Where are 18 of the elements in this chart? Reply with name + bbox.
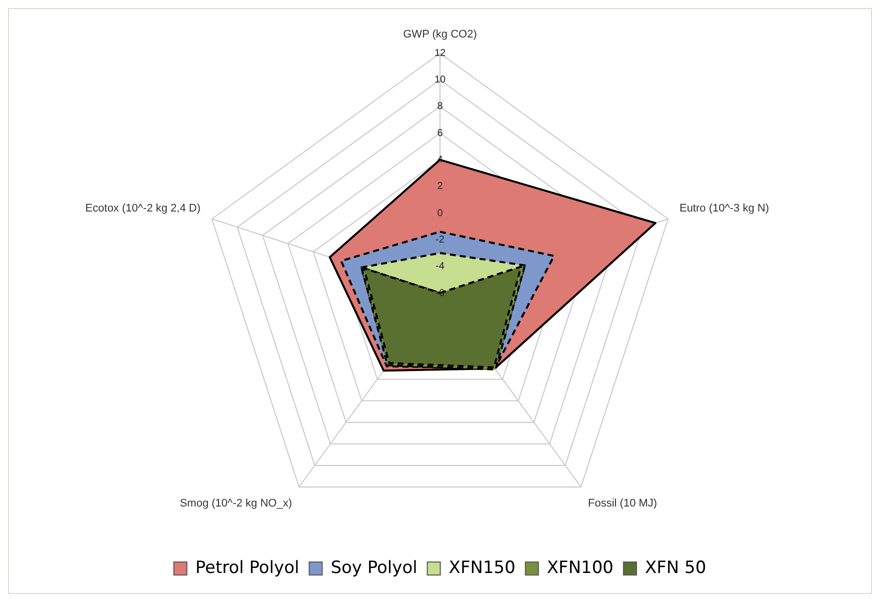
spoke-label: GWP (kg CO2) xyxy=(403,28,477,41)
spoke-label: Smog (10^-2 kg NO_x) xyxy=(180,497,292,510)
y-tick-label: -2 xyxy=(436,234,445,246)
spoke-label: Ecotox (10^-2 kg 2,4 D) xyxy=(85,202,201,215)
y-tick-label: 6 xyxy=(437,128,444,139)
legend-label: Petrol Polyol xyxy=(195,558,300,578)
legend-label: XFN 50 xyxy=(644,558,706,578)
y-tick-label: 8 xyxy=(437,101,444,112)
spoke-label: Eutro (10^-3 kg N) xyxy=(679,202,770,215)
legend-label: XFN100 xyxy=(546,558,614,578)
y-tick-label: 0 xyxy=(437,208,444,219)
y-tick-label: 2 xyxy=(437,181,444,192)
legend-label: Soy Polyol xyxy=(330,558,418,578)
y-tick-label: -4 xyxy=(436,261,445,272)
legend-label: XFN150 xyxy=(448,558,516,578)
spoke-label: Fossil (10 MJ) xyxy=(588,497,658,510)
y-tick-label: 12 xyxy=(434,48,446,59)
y-tick-label: 10 xyxy=(434,74,446,86)
